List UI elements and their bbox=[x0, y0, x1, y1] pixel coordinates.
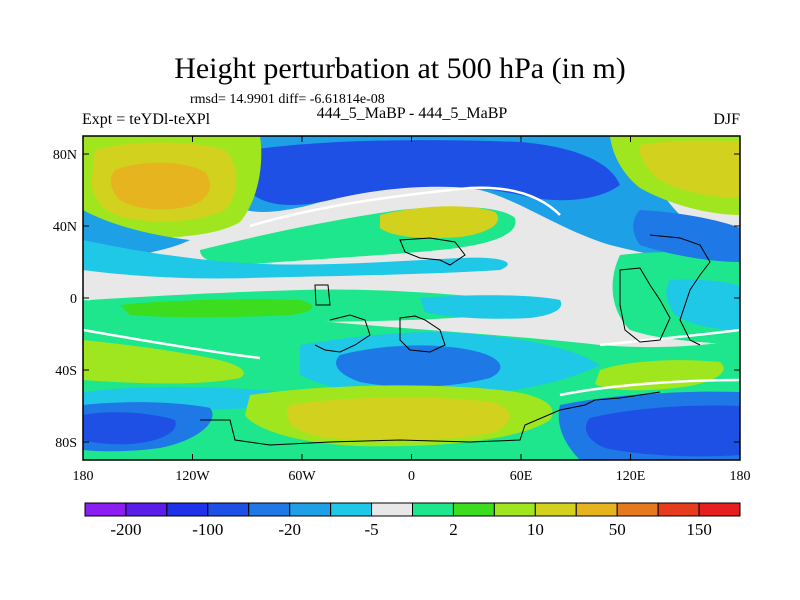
field-band-olive-south-2 bbox=[286, 397, 510, 441]
colorbar-label: 50 bbox=[609, 520, 626, 539]
colorbar-swatch bbox=[534, 502, 577, 517]
experiment-label: Expt = teYDl-teXPl bbox=[82, 111, 211, 128]
colorbar-swatch bbox=[616, 502, 659, 517]
colorbar-swatch bbox=[330, 502, 373, 517]
x-tick-label: 180 bbox=[73, 469, 94, 484]
zero-contours bbox=[83, 186, 740, 397]
colorbar-swatch bbox=[84, 502, 127, 517]
colorbar-swatch bbox=[289, 502, 332, 517]
field-band-olive-south bbox=[83, 340, 244, 384]
colorbar-swatch bbox=[698, 502, 741, 517]
x-tick-label: 180 bbox=[730, 469, 751, 484]
coastline-north-america bbox=[649, 234, 711, 346]
case-label: 444_5_MaBP - 444_5_MaBP bbox=[316, 105, 508, 122]
coastline-east-asia bbox=[619, 267, 671, 343]
field-band-blue-east bbox=[633, 210, 740, 262]
colorbar-label: 10 bbox=[527, 520, 544, 539]
colorbar-swatch bbox=[166, 502, 209, 517]
colorbar-swatch bbox=[452, 502, 495, 517]
x-tick-label: 120E bbox=[616, 469, 646, 484]
stats-text: rmsd= 14.9901 diff= -6.61814e-08 bbox=[190, 92, 385, 107]
colorbar-swatch bbox=[248, 502, 291, 517]
colorbar-labels: -200 -100 -20 -5 2 10 50 150 bbox=[110, 520, 711, 539]
field-band-lightblue-equator bbox=[83, 240, 508, 279]
colorbar-swatch bbox=[412, 502, 454, 517]
colorbar-label: 150 bbox=[686, 520, 712, 539]
field-band-deepblue-north bbox=[245, 140, 620, 205]
field-band-lightblue-central bbox=[420, 295, 562, 319]
y-tick-label: 40S bbox=[55, 364, 77, 379]
field-band-deepblue-south bbox=[83, 412, 176, 445]
x-tick-label: 60W bbox=[288, 469, 316, 484]
season-label: DJF bbox=[713, 111, 740, 128]
y-tick-label: 80N bbox=[53, 148, 77, 163]
colorbar-label: 2 bbox=[449, 520, 458, 539]
coastline-south-america bbox=[314, 314, 371, 353]
coastline-antarctica bbox=[200, 391, 661, 446]
coastline-indian-ocean-islands bbox=[399, 315, 446, 353]
y-tick-label: 40N bbox=[53, 220, 77, 235]
field-band-blue-south bbox=[336, 345, 501, 387]
coastlines bbox=[200, 234, 711, 446]
field-band-olive-northeast bbox=[639, 140, 740, 198]
colorbar-swatch bbox=[493, 502, 536, 517]
colorbar-swatch bbox=[575, 502, 618, 517]
colorbar-label: -100 bbox=[192, 520, 223, 539]
y-tick-label: 0 bbox=[70, 292, 77, 307]
colorbar-swatch bbox=[125, 502, 168, 517]
colorbar-swatch bbox=[657, 502, 700, 517]
x-tick-label: 120W bbox=[175, 469, 210, 484]
colorbar-label: -5 bbox=[364, 520, 378, 539]
field-band-yellowgreen-southeast bbox=[595, 360, 724, 391]
height-perturbation-field bbox=[83, 136, 740, 460]
x-tick-label: 0 bbox=[408, 469, 415, 484]
zero-contour-south bbox=[83, 328, 740, 360]
y-tick-label: 80S bbox=[55, 436, 77, 451]
axis-tick-labels: 180 120W 60W 0 60E 120E 180 80N 40N 0 40S 80S bbox=[53, 148, 751, 484]
field-band-deepblue-southeast bbox=[585, 405, 740, 457]
field-band-lightblue-east bbox=[666, 279, 740, 330]
coastline-small-island bbox=[314, 284, 331, 306]
field-band-olive-north bbox=[380, 206, 499, 238]
colorbar-swatch bbox=[371, 502, 413, 517]
field-band-orange-northwest bbox=[110, 162, 210, 210]
colorbar-label: -200 bbox=[110, 520, 141, 539]
zero-contour-southeast bbox=[559, 378, 740, 397]
colorbar bbox=[84, 502, 741, 517]
zero-contour-north bbox=[249, 186, 561, 228]
field-band-brightgreen-equator bbox=[120, 299, 313, 318]
colorbar-swatch bbox=[207, 502, 250, 517]
axis-ticks bbox=[82, 136, 741, 460]
x-tick-label: 60E bbox=[510, 469, 533, 484]
coastline-africa bbox=[399, 237, 466, 266]
plot-title: Height perturbation at 500 hPa (in m) bbox=[174, 52, 626, 85]
colorbar-label: -20 bbox=[278, 520, 301, 539]
